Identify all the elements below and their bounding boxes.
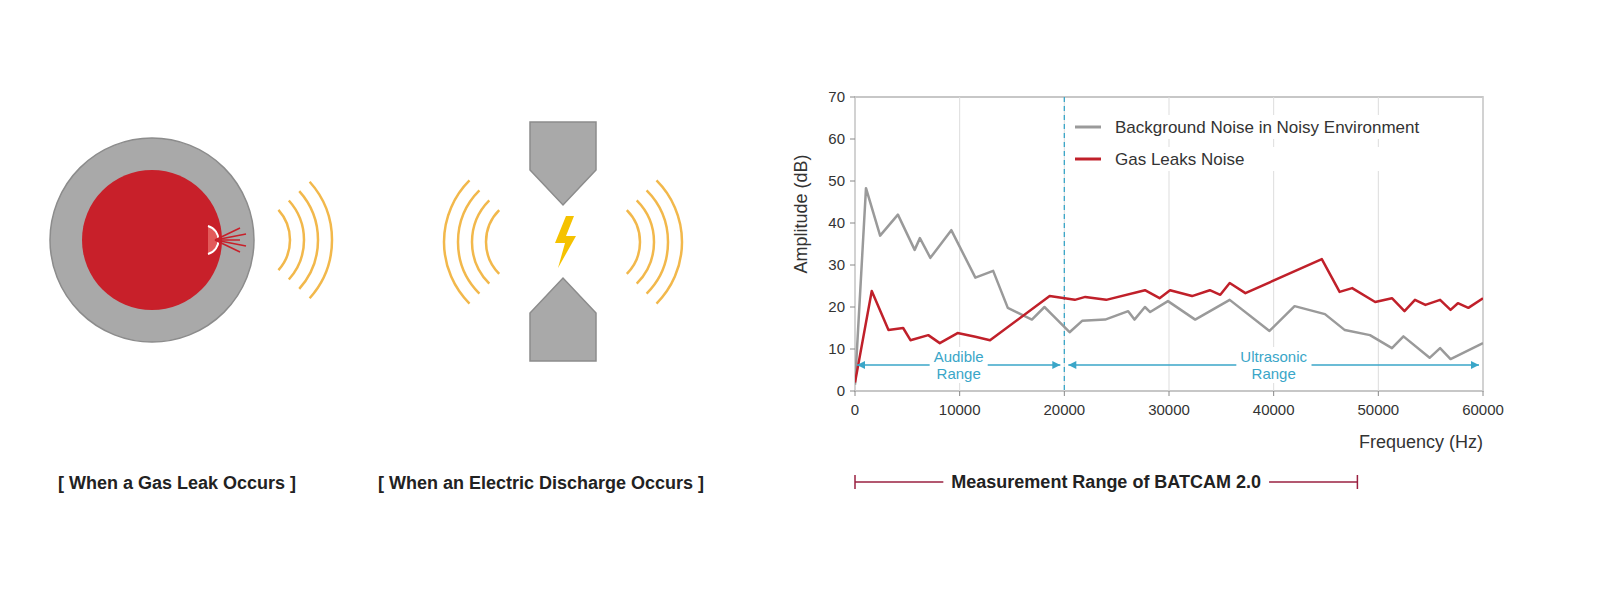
gas-inner [82, 170, 222, 310]
grid-line [855, 97, 856, 391]
x-axis-title: Frequency (Hz) [1359, 432, 1483, 452]
arrow-head [1471, 361, 1479, 369]
range-label: UltrasonicRange [1240, 348, 1307, 382]
range-divider [1064, 97, 1065, 391]
legend-patch [1069, 115, 1469, 139]
electrode-bottom [530, 278, 596, 361]
plot-frame [855, 97, 1483, 391]
measurement-label: Measurement Range of BATCAM 2.0 [951, 472, 1261, 492]
measurement-range: Measurement Range of BATCAM 2.0 [855, 472, 1357, 492]
spark [555, 216, 576, 268]
discharge-illustration [444, 122, 682, 361]
x-tick-label: 0 [851, 401, 859, 418]
measurement-cap [854, 475, 856, 489]
y-tick-label: 30 [828, 256, 845, 273]
y-axis-title: Amplitude (dB) [791, 154, 811, 273]
y-tick-label: 50 [828, 172, 845, 189]
arrow-head [857, 361, 865, 369]
sound-wave [310, 182, 332, 298]
series-line [855, 188, 1483, 385]
grid-line [1483, 97, 1484, 391]
y-tick [850, 391, 855, 392]
x-tick-label: 30000 [1148, 401, 1190, 418]
grid-line [1064, 97, 1065, 391]
sound-wave [637, 200, 654, 283]
y-tick-label: 40 [828, 214, 845, 231]
x-tick-label: 10000 [939, 401, 981, 418]
legend-label: Background Noise in Noisy Environment [1115, 118, 1420, 137]
x-tick [1169, 391, 1170, 396]
x-tick [1064, 391, 1065, 396]
grid-line [1273, 97, 1274, 391]
sound-wave [486, 210, 499, 274]
y-tick-label: 60 [828, 130, 845, 147]
y-tick-label: 10 [828, 340, 845, 357]
y-tick [850, 139, 855, 140]
legend-swatch [1075, 126, 1101, 129]
y-tick [850, 181, 855, 182]
legend-label: Gas Leaks Noise [1115, 150, 1244, 169]
x-tick [1483, 391, 1484, 396]
label-patch [1236, 347, 1311, 383]
y-tick-label: 70 [828, 88, 845, 105]
x-tick [855, 391, 856, 396]
sound-wave [472, 200, 489, 283]
grid-line [1169, 97, 1170, 391]
leak-jet [215, 240, 240, 252]
pipe-outer [50, 138, 254, 342]
legend-patch [1069, 147, 1469, 171]
gas-leak-illustration [50, 138, 332, 342]
leak-jet [215, 234, 246, 240]
caption: [ When a Gas Leak Occurs ] [58, 473, 296, 493]
label-patch [930, 347, 988, 383]
sound-wave [299, 191, 318, 289]
legend-swatch [1075, 158, 1101, 161]
sound-wave [444, 180, 469, 303]
sound-wave [278, 210, 290, 270]
sound-wave [647, 190, 668, 293]
x-tick-label: 60000 [1462, 401, 1504, 418]
arrow-head [1052, 361, 1060, 369]
y-tick [850, 349, 855, 350]
x-tick-label: 40000 [1253, 401, 1295, 418]
label-patch [943, 472, 1269, 492]
measurement-cap [1357, 475, 1359, 489]
y-tick-label: 20 [828, 298, 845, 315]
range-arrow: UltrasonicRange [1068, 347, 1479, 383]
caption: [ When an Electric Discharge Occurs ] [378, 473, 704, 493]
series-group [855, 188, 1483, 385]
x-tick-label: 50000 [1357, 401, 1399, 418]
sound-wave [627, 210, 640, 274]
y-tick-label: 0 [837, 382, 845, 399]
arrow-head [1068, 361, 1076, 369]
sound-wave [657, 180, 682, 303]
grid-line [1378, 97, 1379, 391]
y-tick [850, 97, 855, 98]
series-line [855, 259, 1483, 382]
electrode-top [530, 122, 596, 205]
x-tick [959, 391, 960, 396]
y-tick [850, 265, 855, 266]
x-tick [1378, 391, 1379, 396]
figure: [ When a Gas Leak Occurs ] [ When an Elec… [0, 0, 1600, 600]
sound-wave [458, 190, 479, 293]
y-tick [850, 307, 855, 308]
y-tick [850, 223, 855, 224]
x-tick [1273, 391, 1274, 396]
range-arrow: AudibleRange [857, 347, 1060, 383]
x-tick-label: 20000 [1043, 401, 1085, 418]
range-label: AudibleRange [934, 348, 984, 382]
sound-wave [289, 201, 304, 280]
